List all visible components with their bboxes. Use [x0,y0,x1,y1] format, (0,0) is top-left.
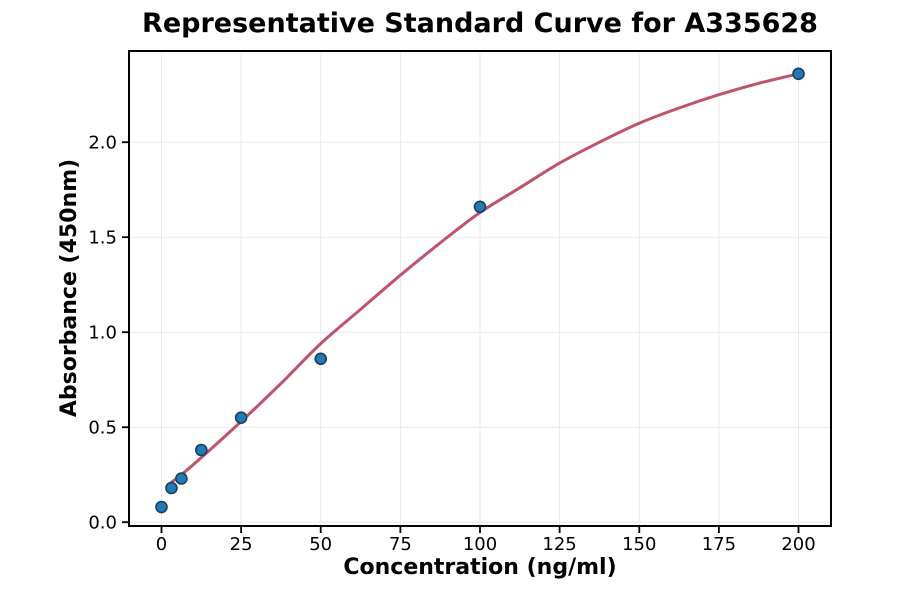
x-tick-label: 150 [622,534,656,555]
y-tick-label: 2.0 [88,133,117,154]
x-tick-label: 100 [463,534,497,555]
plot-frame [128,50,832,527]
tick-marks-layer [122,141,800,533]
data-point [314,352,328,366]
axes-frame-layer [128,50,832,527]
y-axis-label: Absorbance (450nm) [57,159,82,417]
y-tick-label: 0.5 [88,418,117,439]
fitted-curve [169,72,801,484]
data-point [175,472,188,485]
x-tick-label: 50 [309,534,332,555]
chart-title: Representative Standard Curve for A33562… [142,8,818,39]
x-axis-label: Concentration (ng/ml) [343,555,616,580]
data-point [165,481,178,495]
y-tick-label: 0.0 [88,513,117,534]
data-point [473,200,487,214]
x-tick-label: 25 [230,534,253,555]
data-point [195,443,208,457]
data-point [792,67,805,81]
data-point [234,411,248,425]
gridlines-layer [129,51,831,526]
x-tick-label: 200 [781,534,815,555]
data-point [155,500,168,514]
tick-labels-layer: 0 25 50 75 100 125 150 175 200 0.0 0.5 1.0 1.5 2.0 [88,133,815,555]
x-tick-label: 175 [702,534,736,555]
y-tick-label: 1.0 [88,323,117,344]
x-tick-label: 125 [542,534,576,555]
x-tick-label: 0 [156,534,167,555]
data-series-layer [155,67,805,514]
x-tick-label: 75 [389,534,412,555]
y-tick-label: 1.5 [88,228,117,249]
